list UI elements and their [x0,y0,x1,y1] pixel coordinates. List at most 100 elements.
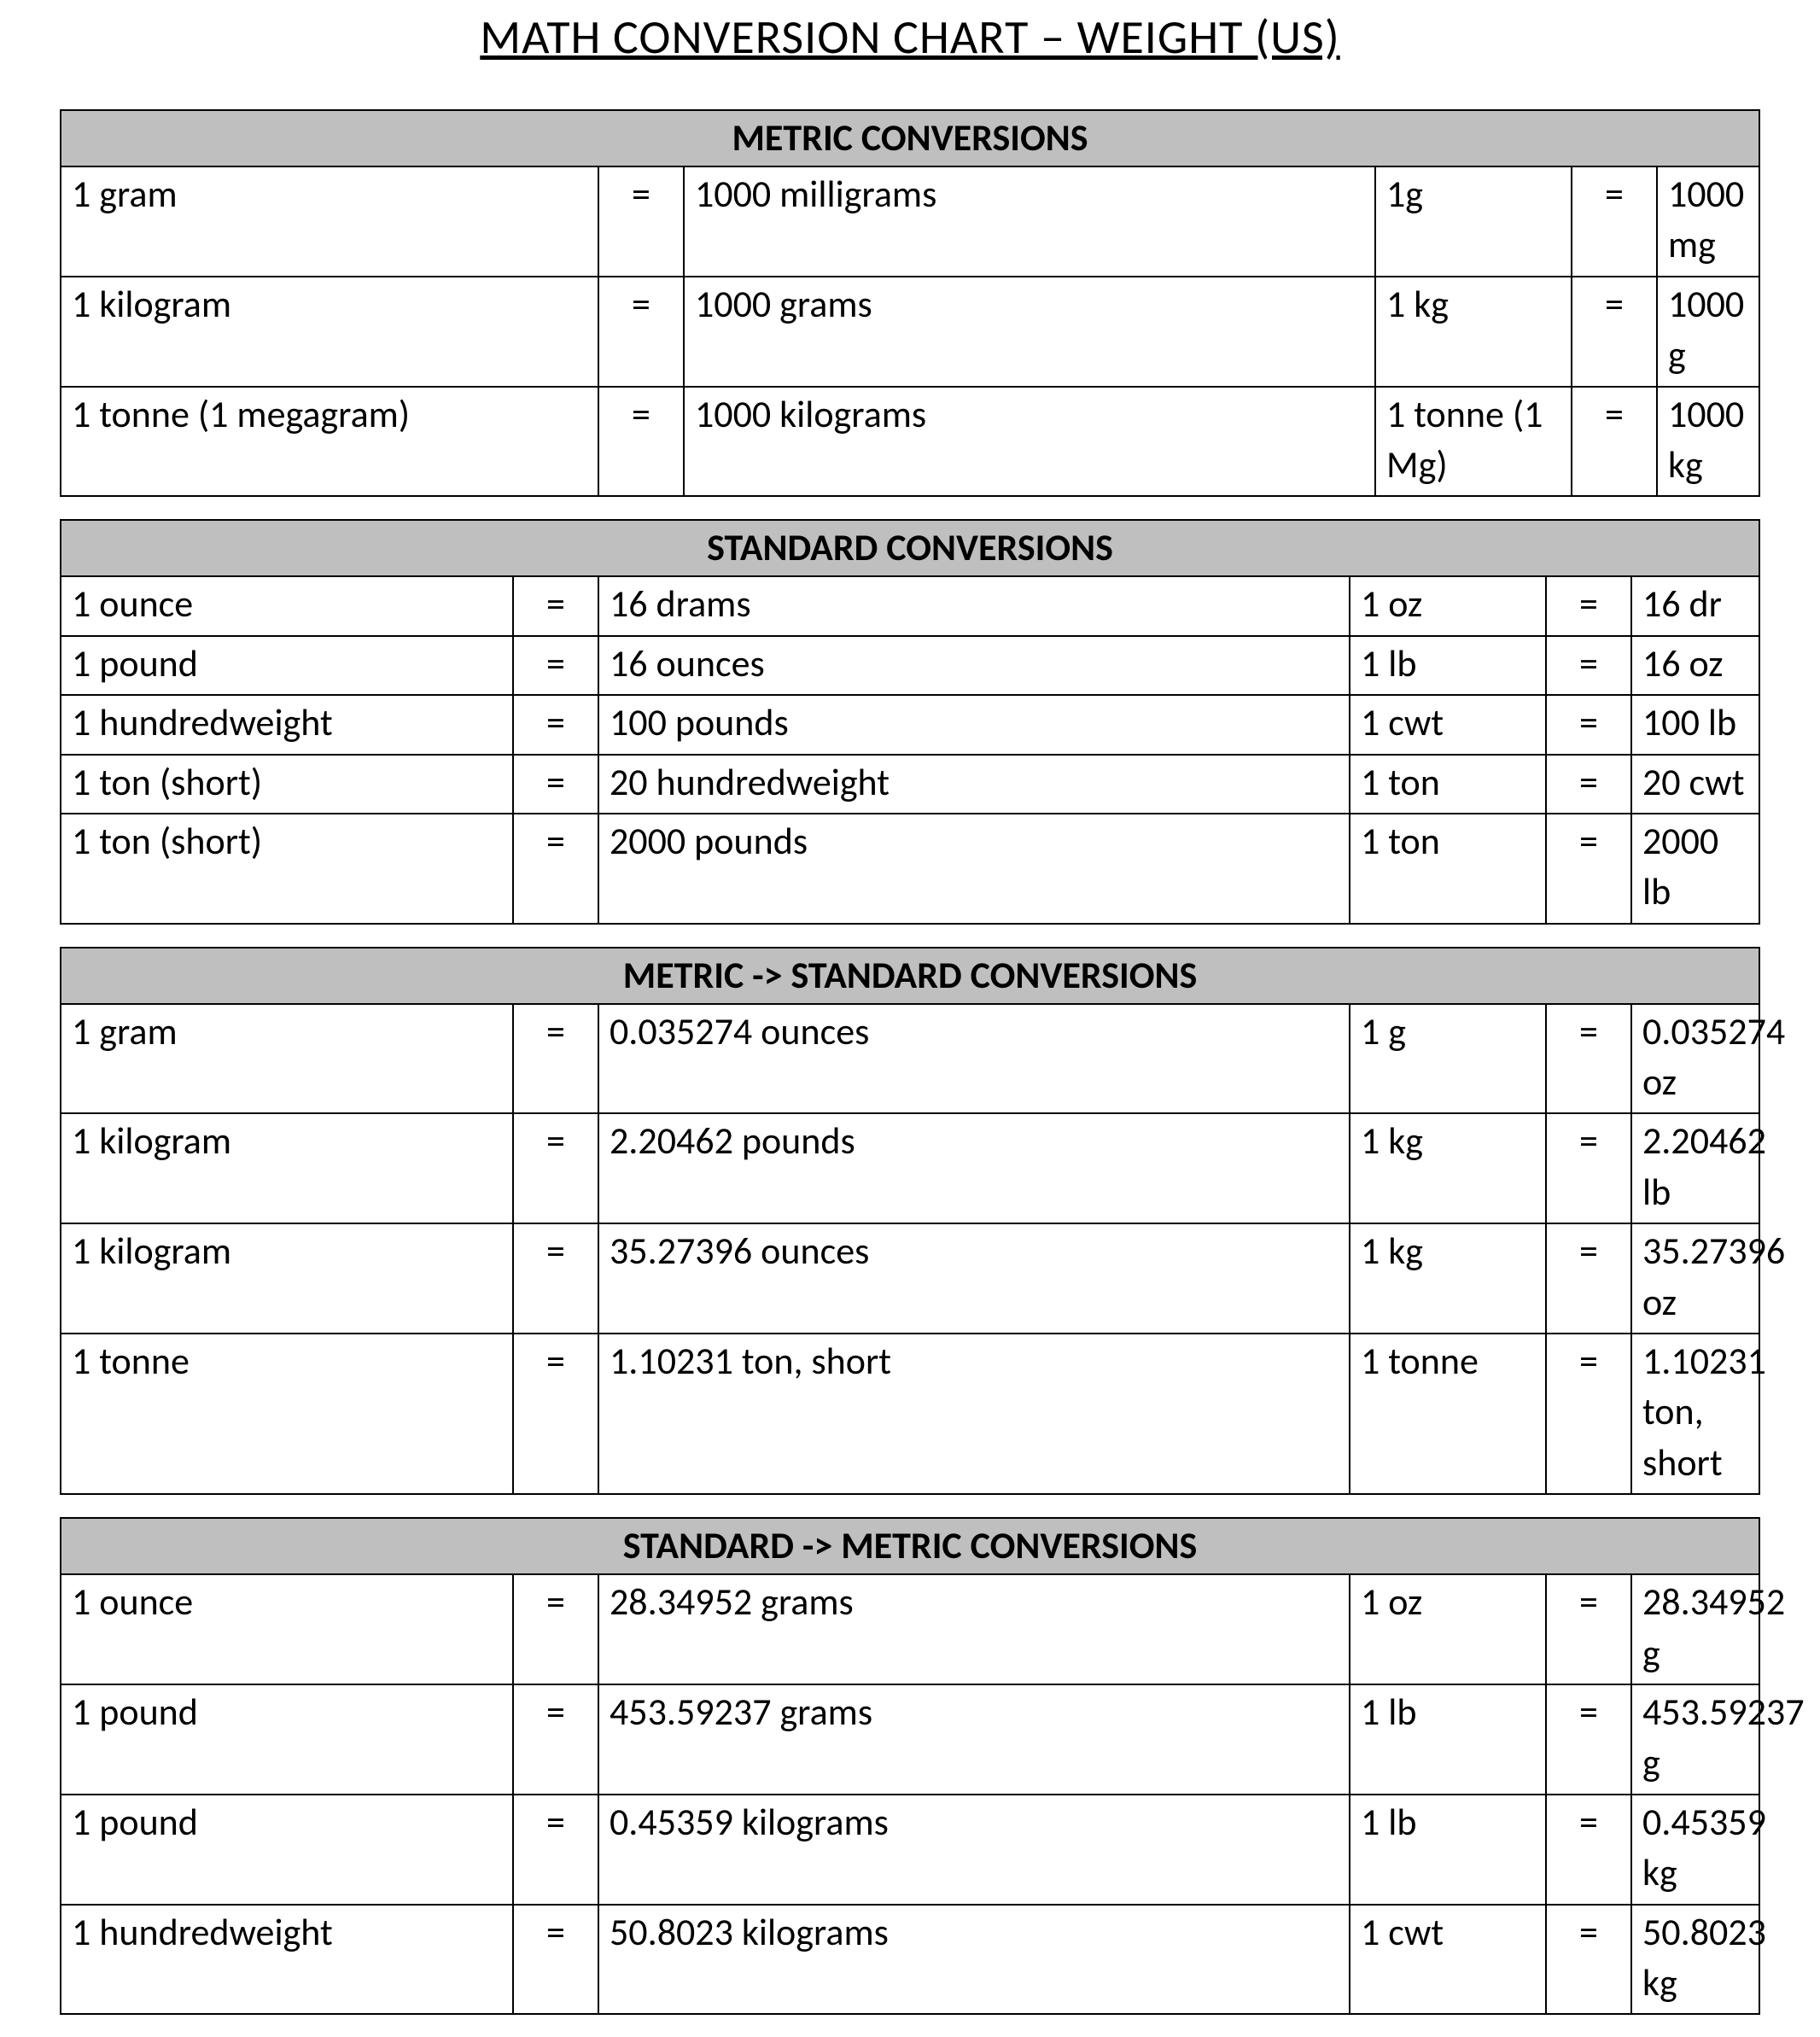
cell-value-long: 28.34952 grams [598,1574,1350,1684]
cell-equals: = [513,1334,598,1494]
cell-unit-abbr: 1 tonne [1350,1334,1546,1494]
cell-unit-long: 1 ton (short) [61,814,513,924]
cell-unit-long: 1 ton (short) [61,755,513,814]
cell-unit-long: 1 kilogram [61,277,598,387]
cell-value-long: 1000 milligrams [684,166,1375,277]
cell-value-abbr: 20 cwt [1631,755,1759,814]
cell-unit-abbr: 1 kg [1375,277,1572,387]
cell-equals: = [513,755,598,814]
cell-unit-abbr: 1 lb [1350,636,1546,695]
cell-unit-abbr: 1 ton [1350,755,1546,814]
cell-unit-long: 1 gram [61,166,598,277]
cell-value-abbr: 1000 kg [1657,387,1759,497]
table-metric-to-standard: METRIC -> STANDARD CONVERSIONS 1 gram = … [60,947,1760,1496]
cell-value-abbr: 0.45359 kg [1631,1795,1759,1905]
cell-equals: = [1546,814,1631,924]
page-title: MATH CONVERSION CHART – WEIGHT (US) [60,9,1760,67]
cell-equals: = [513,1574,598,1684]
cell-equals: = [1546,1223,1631,1334]
cell-value-abbr: 453.59237 g [1631,1684,1759,1795]
cell-unit-abbr: 1 cwt [1350,1905,1546,2015]
cell-unit-abbr: 1g [1375,166,1572,277]
table-row: 1 hundredweight = 50.8023 kilograms 1 cw… [61,1905,1759,2015]
cell-equals: = [1572,387,1657,497]
table-row: 1 tonne = 1.10231 ton, short 1 tonne = 1… [61,1334,1759,1494]
cell-equals: = [1546,576,1631,635]
cell-equals: = [513,1795,598,1905]
table-standard-to-metric: STANDARD -> METRIC CONVERSIONS 1 ounce =… [60,1517,1760,2015]
cell-value-long: 1.10231 ton, short [598,1334,1350,1494]
table-row: 1 gram = 1000 milligrams 1g = 1000 mg [61,166,1759,277]
cell-value-long: 1000 grams [684,277,1375,387]
cell-unit-abbr: 1 cwt [1350,695,1546,754]
section-metric: METRIC CONVERSIONS 1 gram = 1000 milligr… [60,109,1760,497]
cell-equals: = [598,166,684,277]
table-row: 1 ounce = 16 drams 1 oz = 16 dr [61,576,1759,635]
cell-equals: = [598,277,684,387]
cell-equals: = [1546,1334,1631,1494]
table-row: 1 ounce = 28.34952 grams 1 oz = 28.34952… [61,1574,1759,1684]
table-metric: METRIC CONVERSIONS 1 gram = 1000 milligr… [60,109,1760,497]
cell-unit-abbr: 1 oz [1350,1574,1546,1684]
cell-unit-abbr: 1 ton [1350,814,1546,924]
table-header: METRIC CONVERSIONS [61,110,1759,166]
cell-unit-abbr: 1 tonne (1 Mg) [1375,387,1572,497]
cell-equals: = [1572,277,1657,387]
table-header: STANDARD CONVERSIONS [61,520,1759,576]
cell-value-long: 0.45359 kilograms [598,1795,1350,1905]
cell-unit-long: 1 kilogram [61,1223,513,1334]
cell-unit-long: 1 ounce [61,576,513,635]
section-metric-to-standard: METRIC -> STANDARD CONVERSIONS 1 gram = … [60,947,1760,1496]
table-row: 1 hundredweight = 100 pounds 1 cwt = 100… [61,695,1759,754]
cell-value-abbr: 1000 g [1657,277,1759,387]
table-row: 1 pound = 0.45359 kilograms 1 lb = 0.453… [61,1795,1759,1905]
cell-equals: = [1546,1684,1631,1795]
cell-equals: = [598,387,684,497]
cell-equals: = [1546,1574,1631,1684]
cell-equals: = [513,1113,598,1223]
cell-equals: = [513,1684,598,1795]
cell-equals: = [1572,166,1657,277]
cell-value-long: 20 hundredweight [598,755,1350,814]
cell-equals: = [513,1004,598,1114]
table-row: 1 kilogram = 1000 grams 1 kg = 1000 g [61,277,1759,387]
cell-equals: = [513,1223,598,1334]
cell-equals: = [513,814,598,924]
cell-equals: = [1546,695,1631,754]
cell-value-long: 50.8023 kilograms [598,1905,1350,2015]
cell-value-abbr: 35.27396 oz [1631,1223,1759,1334]
cell-value-long: 35.27396 ounces [598,1223,1350,1334]
cell-value-long: 0.035274 ounces [598,1004,1350,1114]
cell-value-long: 2.20462 pounds [598,1113,1350,1223]
section-standard-to-metric: STANDARD -> METRIC CONVERSIONS 1 ounce =… [60,1517,1760,2015]
cell-unit-abbr: 1 kg [1350,1223,1546,1334]
cell-unit-long: 1 ounce [61,1574,513,1684]
cell-value-abbr: 28.34952 g [1631,1574,1759,1684]
table-row: 1 pound = 16 ounces 1 lb = 16 oz [61,636,1759,695]
cell-value-abbr: 1000 mg [1657,166,1759,277]
cell-unit-long: 1 kilogram [61,1113,513,1223]
cell-unit-abbr: 1 oz [1350,576,1546,635]
cell-equals: = [1546,1113,1631,1223]
cell-value-long: 16 drams [598,576,1350,635]
cell-value-abbr: 16 oz [1631,636,1759,695]
cell-unit-long: 1 tonne (1 megagram) [61,387,598,497]
cell-unit-long: 1 hundredweight [61,695,513,754]
table-row: 1 ton (short) = 2000 pounds 1 ton = 2000… [61,814,1759,924]
cell-value-abbr: 2.20462 lb [1631,1113,1759,1223]
cell-equals: = [1546,636,1631,695]
table-row: 1 ton (short) = 20 hundredweight 1 ton =… [61,755,1759,814]
cell-equals: = [513,1905,598,2015]
cell-value-long: 100 pounds [598,695,1350,754]
cell-value-long: 453.59237 grams [598,1684,1350,1795]
table-row: 1 tonne (1 megagram) = 1000 kilograms 1 … [61,387,1759,497]
cell-value-abbr: 0.035274 oz [1631,1004,1759,1114]
cell-value-long: 2000 pounds [598,814,1350,924]
cell-unit-long: 1 pound [61,636,513,695]
section-standard: STANDARD CONVERSIONS 1 ounce = 16 drams … [60,519,1760,924]
cell-unit-abbr: 1 lb [1350,1684,1546,1795]
cell-unit-long: 1 pound [61,1684,513,1795]
cell-equals: = [1546,1795,1631,1905]
cell-value-long: 1000 kilograms [684,387,1375,497]
cell-unit-long: 1 hundredweight [61,1905,513,2015]
